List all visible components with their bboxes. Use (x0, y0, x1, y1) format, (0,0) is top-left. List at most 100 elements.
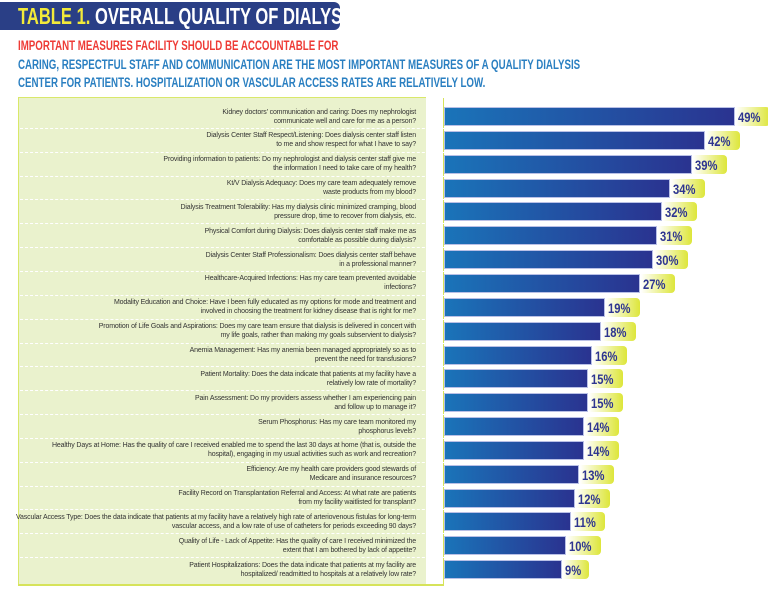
category-label-line: my life goals, rather than making my goa… (220, 332, 417, 340)
bar (444, 369, 588, 389)
category-label: Patient Hospitalizations: Does the data … (0, 561, 416, 579)
value-label: 10% (567, 536, 602, 556)
value-label: 9% (562, 560, 590, 580)
value-label: 42% (705, 130, 740, 150)
category-label: Pain Assessment: Do my providers assess … (0, 394, 416, 412)
value-label: 27% (640, 273, 675, 293)
category-label-line: Facility Record on Transplantation Refer… (178, 490, 416, 498)
value-label: 39% (692, 154, 727, 174)
value-label-text: 13% (582, 466, 605, 483)
category-label: Kt/V Dialysis Adequacy: Does my care tea… (0, 179, 416, 197)
row-separator (20, 175, 460, 177)
category-label-line: the information I need to take care of m… (273, 165, 416, 173)
bar (444, 202, 662, 222)
subtitle-blue-line-2: CENTER FOR PATIENTS. HOSPITALIZATION OR … (18, 75, 486, 90)
value-label-text: 31% (660, 228, 683, 245)
category-label-line: Efficiency: Are my health care providers… (246, 466, 416, 474)
value-label-text: 9% (564, 562, 582, 579)
value-label: 11% (571, 512, 605, 532)
category-label-line: infections? (384, 284, 416, 292)
value-label: 16% (593, 345, 628, 365)
bar (444, 345, 593, 365)
category-label-line: Medicare and insurance resources? (309, 475, 416, 483)
bar (444, 488, 575, 508)
value-label-text: 18% (603, 323, 627, 340)
row-separator (20, 366, 460, 368)
category-label-line: Serum Phosphorus: Has my care team monit… (258, 418, 416, 426)
row-separator (20, 270, 460, 272)
category-label: Serum Phosphorus: Has my care team monit… (0, 418, 416, 436)
category-label: Dialysis Treatment Tolerability: Has my … (0, 203, 416, 221)
category-label-line: Providing information to patients: Do my… (163, 156, 416, 164)
category-label-line: prevent the need for transfusions? (314, 356, 416, 363)
row-separator (20, 390, 460, 392)
category-label: Dialysis Center Staff Professionalism: D… (0, 251, 416, 269)
category-label-line: Healthcare-Acquired Infections: Has my c… (204, 275, 416, 283)
category-label: Modality Education and Choice: Have I be… (0, 298, 416, 316)
row-separator (20, 485, 460, 487)
category-label-line: Kidney doctors' communication and caring… (222, 108, 416, 116)
value-label: 15% (588, 369, 623, 389)
category-label-line: Patient Hospitalizations: Does the data … (189, 561, 416, 569)
category-label-line: relatively low rate of mortality? (326, 379, 416, 387)
bar (444, 273, 640, 293)
value-label-text: 14% (586, 442, 610, 459)
category-label-line: Healthy Days at Home: Has the quality of… (51, 442, 416, 450)
category-label: Promotion of Life Goals and Aspirations:… (0, 322, 416, 340)
category-label: Efficiency: Are my health care providers… (0, 465, 416, 483)
row-separator (20, 342, 460, 344)
row-separator (20, 414, 460, 416)
bar (444, 154, 692, 174)
bar (444, 250, 653, 270)
category-label-line: in a professional manner? (339, 260, 416, 268)
value-label: 30% (653, 250, 688, 270)
category-label: Facility Record on Transplantation Refer… (0, 489, 416, 507)
category-label: Healthy Days at Home: Has the quality of… (0, 441, 416, 459)
category-label-line: vascular access, and a low rate of use o… (171, 522, 416, 530)
bar (444, 560, 562, 580)
category-label-line: to me and show respect for what I have t… (276, 141, 416, 149)
subtitle-blue-line-1: CARING, RESPECTFUL STAFF AND COMMUNICATI… (18, 57, 581, 72)
category-label-line: Pain Assessment: Do my providers assess … (195, 394, 416, 402)
bar (444, 536, 567, 556)
category-label: Patient Mortality: Does the data indicat… (0, 370, 416, 388)
chart-axis (443, 98, 444, 584)
row-separator (20, 151, 460, 153)
category-label: Vascular Access Type: Does the data indi… (0, 513, 416, 531)
category-label-line: Modality Education and Choice: Have I be… (113, 299, 416, 307)
value-label-text: 49% (738, 109, 761, 125)
value-label-text: 19% (608, 299, 631, 316)
category-label: Healthcare-Acquired Infections: Has my c… (0, 274, 416, 292)
value-label-text: 30% (655, 252, 679, 269)
category-label-line: Promotion of Life Goals and Aspirations:… (98, 323, 416, 331)
bar (444, 130, 705, 150)
category-label-line: Anemia Management: Has my anemia been ma… (189, 347, 417, 354)
category-label-line: phosphorus levels? (358, 427, 416, 435)
value-label-text: 14% (586, 419, 610, 436)
panel-bottom-border (18, 584, 444, 586)
category-label-line: waste products from my blood? (323, 189, 416, 197)
category-label-line: communicate well and care for me as a pe… (273, 117, 416, 125)
row-separator (20, 127, 460, 129)
row-separator (20, 557, 460, 559)
category-label-line: Vascular Access Type: Does the data indi… (16, 513, 416, 521)
bar (444, 512, 571, 532)
value-label-text: 11% (573, 514, 596, 531)
value-label: 18% (601, 321, 636, 341)
title-banner (0, 2, 340, 30)
subtitle-red: IMPORTANT MEASURES FACILITY SHOULD BE AC… (18, 38, 339, 53)
value-label-text: 32% (664, 204, 687, 221)
row-separator (20, 294, 460, 296)
bar (444, 440, 584, 460)
category-label-line: from my facility waitlisted for transpla… (298, 499, 416, 507)
bar (444, 321, 601, 341)
row-separator (20, 437, 460, 439)
category-label-line: and follow up to manage it? (334, 403, 416, 411)
value-label-text: 12% (577, 490, 601, 507)
bar (444, 417, 584, 437)
bar (444, 297, 606, 317)
bar (444, 226, 658, 246)
value-label-text: 39% (694, 156, 718, 173)
row-separator (20, 199, 460, 201)
category-label-line: hospitalized/ readmitted to hospitals at… (240, 570, 417, 578)
